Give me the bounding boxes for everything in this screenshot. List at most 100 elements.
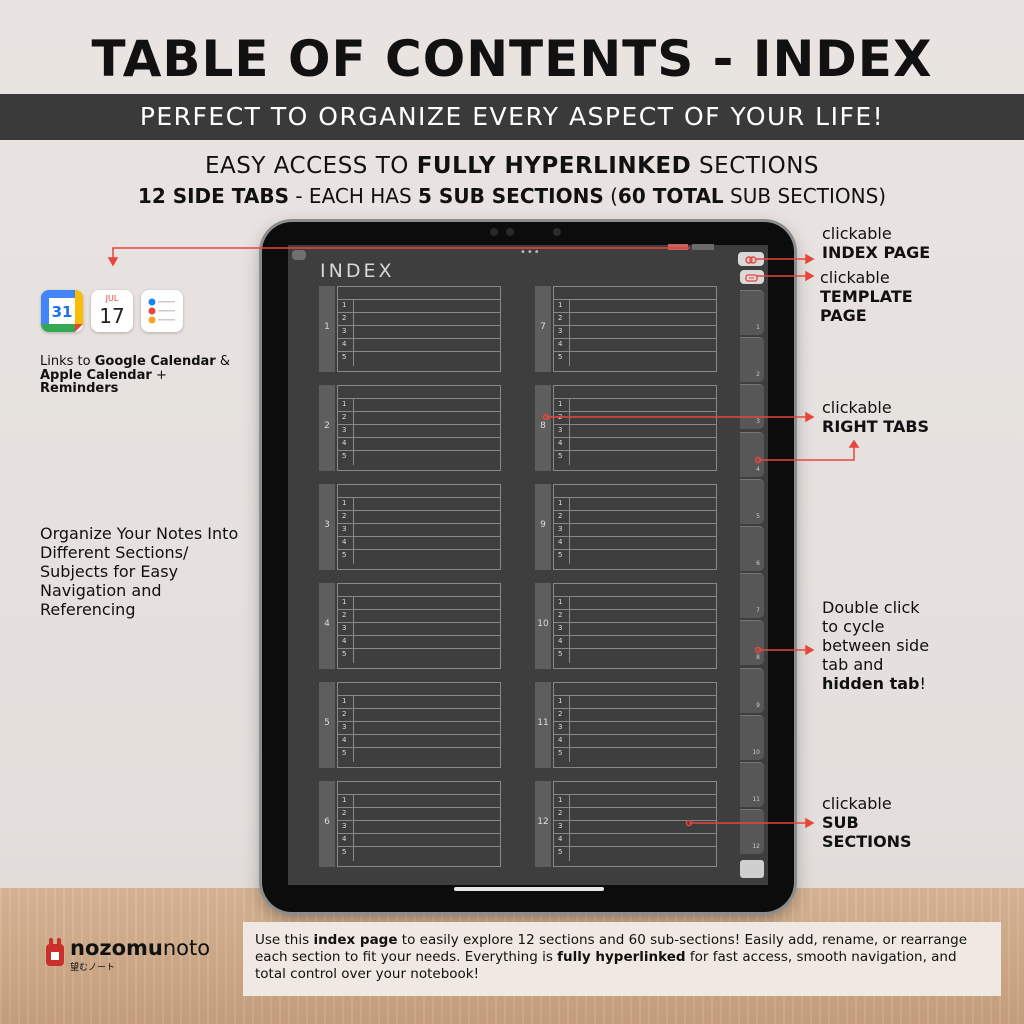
- back-button[interactable]: [292, 250, 306, 260]
- sub-section-row[interactable]: 3: [338, 722, 500, 735]
- sub-section-row[interactable]: 2: [338, 709, 500, 722]
- sub-section-row[interactable]: 5: [338, 352, 500, 366]
- index-section-box[interactable]: 6 1 2 3 4 5: [319, 781, 501, 867]
- section-tab[interactable]: [319, 484, 335, 570]
- sub-section-row[interactable]: 4: [338, 735, 500, 748]
- sub-section-row[interactable]: 3: [338, 326, 500, 339]
- sub-section-row[interactable]: 1: [338, 498, 500, 511]
- section-title-field[interactable]: [338, 782, 500, 795]
- sub-section-row[interactable]: 2: [554, 511, 716, 524]
- section-tab[interactable]: [535, 682, 551, 768]
- section-tab[interactable]: [535, 484, 551, 570]
- sub-section-row[interactable]: 1: [338, 597, 500, 610]
- sub-section-row[interactable]: 3: [554, 524, 716, 537]
- apple-calendar-icon[interactable]: JUL 17: [91, 290, 133, 332]
- section-title-field[interactable]: [554, 683, 716, 696]
- index-section-box[interactable]: 4 1 2 3 4 5: [319, 583, 501, 669]
- index-section-box[interactable]: 11 1 2 3 4 5: [535, 682, 717, 768]
- sub-section-row[interactable]: 1: [338, 696, 500, 709]
- section-tab[interactable]: [319, 286, 335, 372]
- sub-section-row[interactable]: 1: [338, 300, 500, 313]
- sub-section-row[interactable]: 1: [554, 696, 716, 709]
- section-title-field[interactable]: [554, 782, 716, 795]
- template-page-button[interactable]: [740, 270, 764, 284]
- sub-section-row[interactable]: 1: [338, 795, 500, 808]
- sub-section-row[interactable]: 2: [338, 610, 500, 623]
- sub-section-row[interactable]: 1: [554, 300, 716, 313]
- sub-section-row[interactable]: 4: [554, 834, 716, 847]
- sub-section-row[interactable]: 2: [554, 610, 716, 623]
- index-section-box[interactable]: 3 1 2 3 4 5: [319, 484, 501, 570]
- sub-section-row[interactable]: 3: [338, 821, 500, 834]
- index-page-button[interactable]: [738, 252, 764, 266]
- sub-section-row[interactable]: 5: [554, 649, 716, 663]
- index-section-box[interactable]: 9 1 2 3 4 5: [535, 484, 717, 570]
- sub-section-row[interactable]: 5: [554, 550, 716, 564]
- sub-section-row[interactable]: 5: [338, 550, 500, 564]
- section-title-field[interactable]: [338, 683, 500, 696]
- sub-section-row[interactable]: 4: [554, 438, 716, 451]
- section-tab[interactable]: [319, 682, 335, 768]
- section-title-field[interactable]: [554, 386, 716, 399]
- sub-section-row[interactable]: 4: [554, 339, 716, 352]
- right-side-tab[interactable]: 8: [740, 620, 764, 666]
- section-tab[interactable]: [535, 583, 551, 669]
- section-title-field[interactable]: [338, 386, 500, 399]
- right-side-tab[interactable]: 4: [740, 431, 764, 477]
- sub-section-row[interactable]: 1: [554, 498, 716, 511]
- index-section-box[interactable]: 2 1 2 3 4 5: [319, 385, 501, 471]
- hidden-tab-toggle[interactable]: [740, 860, 764, 878]
- sub-section-row[interactable]: 3: [554, 623, 716, 636]
- index-section-box[interactable]: 7 1 2 3 4 5: [535, 286, 717, 372]
- sub-section-row[interactable]: 2: [338, 313, 500, 326]
- section-tab[interactable]: [535, 781, 551, 867]
- section-tab[interactable]: [319, 781, 335, 867]
- index-section-box[interactable]: 10 1 2 3 4 5: [535, 583, 717, 669]
- sub-section-row[interactable]: 4: [338, 537, 500, 550]
- index-section-box[interactable]: 12 1 2 3 4 5: [535, 781, 717, 867]
- sub-section-row[interactable]: 3: [554, 821, 716, 834]
- sub-section-row[interactable]: 1: [554, 399, 716, 412]
- right-side-tab[interactable]: 10: [740, 714, 764, 760]
- sub-section-row[interactable]: 1: [554, 795, 716, 808]
- sub-section-row[interactable]: 5: [554, 352, 716, 366]
- sub-section-row[interactable]: 2: [554, 808, 716, 821]
- sub-section-row[interactable]: 2: [554, 709, 716, 722]
- section-tab[interactable]: [535, 286, 551, 372]
- sub-section-row[interactable]: 2: [338, 808, 500, 821]
- right-side-tab[interactable]: 2: [740, 337, 764, 383]
- sub-section-row[interactable]: 4: [338, 834, 500, 847]
- google-calendar-icon[interactable]: 31: [41, 290, 83, 332]
- sub-section-row[interactable]: 2: [338, 412, 500, 425]
- right-side-tab[interactable]: 11: [740, 762, 764, 807]
- sub-section-row[interactable]: 3: [338, 623, 500, 636]
- section-tab[interactable]: [535, 385, 551, 471]
- section-title-field[interactable]: [338, 584, 500, 597]
- reminders-icon[interactable]: [141, 290, 183, 332]
- sub-section-row[interactable]: 4: [338, 636, 500, 649]
- index-section-box[interactable]: 5 1 2 3 4 5: [319, 682, 501, 768]
- sub-section-row[interactable]: 4: [338, 438, 500, 451]
- section-title-field[interactable]: [554, 287, 716, 300]
- index-section-box[interactable]: 8 1 2 3 4 5: [535, 385, 717, 471]
- sub-section-row[interactable]: 3: [554, 326, 716, 339]
- sub-section-row[interactable]: 5: [554, 748, 716, 762]
- section-title-field[interactable]: [338, 287, 500, 300]
- top-bookmark-chip[interactable]: [692, 244, 714, 250]
- section-title-field[interactable]: [554, 485, 716, 498]
- more-dots-icon[interactable]: •••: [520, 247, 541, 258]
- right-side-tab[interactable]: 3: [740, 384, 764, 430]
- section-tab[interactable]: [319, 385, 335, 471]
- section-title-field[interactable]: [554, 584, 716, 597]
- sub-section-row[interactable]: 3: [554, 425, 716, 438]
- top-bookmark-chip[interactable]: [668, 244, 688, 250]
- sub-section-row[interactable]: 5: [338, 748, 500, 762]
- sub-section-row[interactable]: 5: [338, 451, 500, 465]
- section-title-field[interactable]: [338, 485, 500, 498]
- right-side-tab[interactable]: 5: [740, 478, 764, 524]
- sub-section-row[interactable]: 4: [554, 537, 716, 550]
- sub-section-row[interactable]: 4: [554, 636, 716, 649]
- sub-section-row[interactable]: 1: [338, 399, 500, 412]
- sub-section-row[interactable]: 2: [338, 511, 500, 524]
- sub-section-row[interactable]: 4: [338, 339, 500, 352]
